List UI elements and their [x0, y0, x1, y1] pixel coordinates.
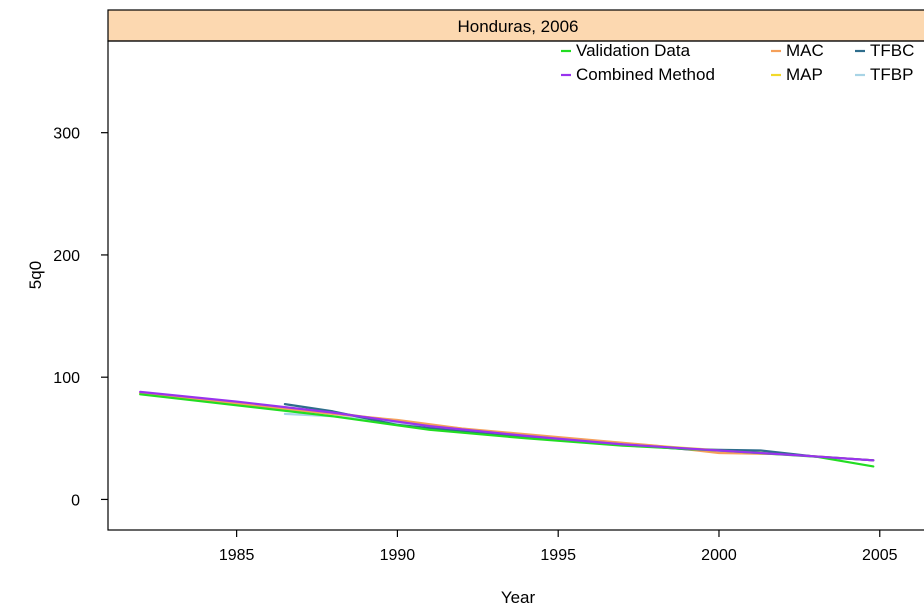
- series-line-tfbc: [283, 403, 875, 462]
- x-tick-label: 1985: [219, 547, 255, 564]
- y-tick-label: 0: [71, 492, 80, 509]
- chart-title: Honduras, 2006: [458, 17, 579, 36]
- y-axis-title: 5q0: [26, 261, 45, 289]
- panel-strip: [107, 9, 924, 42]
- legend-label: Validation Data: [576, 41, 691, 60]
- x-tick-label: 1990: [380, 547, 416, 564]
- y-tick-label: 300: [53, 126, 80, 143]
- legend-label: MAC: [786, 41, 824, 60]
- y-tick-label: 200: [53, 248, 80, 265]
- x-tick-label: 1995: [540, 547, 576, 564]
- plot-frame: [107, 40, 924, 531]
- legend-label: MAP: [786, 65, 823, 84]
- x-axis-title: Year: [501, 588, 536, 607]
- x-tick-label: 2005: [862, 547, 898, 564]
- legend-label: TFBP: [870, 65, 913, 84]
- y-tick-label: 100: [53, 370, 80, 387]
- x-tick-label: 2000: [701, 547, 737, 564]
- legend-label: Combined Method: [576, 65, 715, 84]
- series-line-combined-method: [139, 390, 875, 462]
- legend-label: TFBC: [870, 41, 914, 60]
